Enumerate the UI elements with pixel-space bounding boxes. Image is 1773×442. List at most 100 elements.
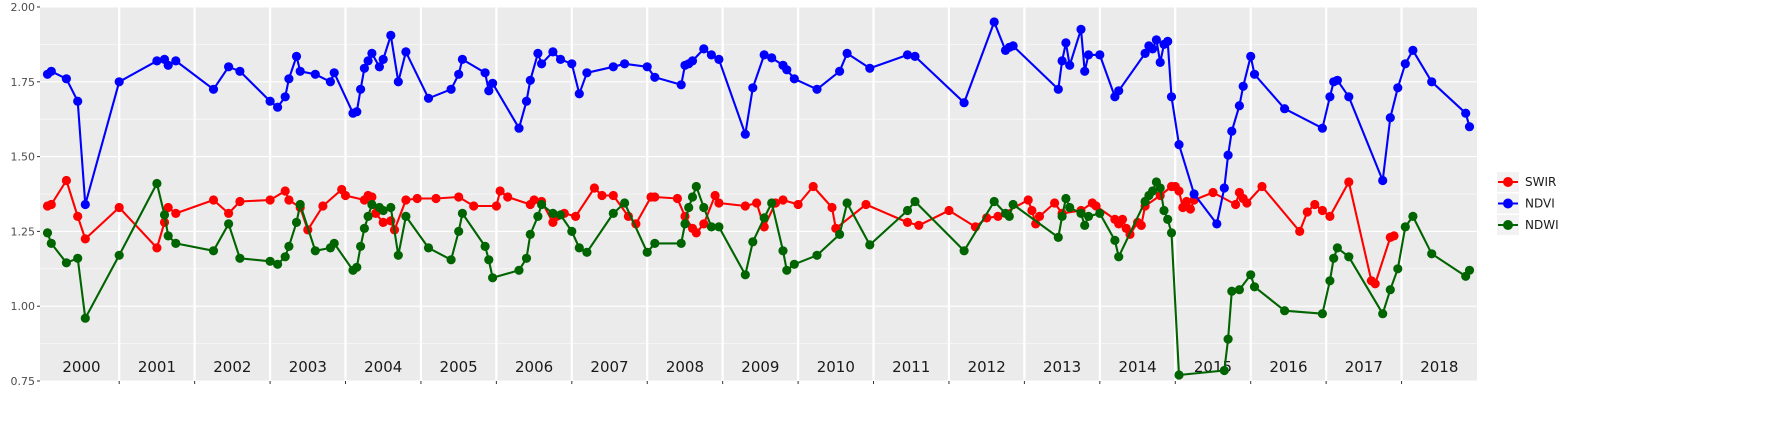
data-point xyxy=(687,192,698,202)
data-point xyxy=(767,53,777,63)
data-point xyxy=(454,69,464,79)
data-point xyxy=(521,96,532,106)
data-point xyxy=(1385,285,1395,295)
data-point xyxy=(61,74,71,84)
data-point xyxy=(525,75,535,85)
data-point xyxy=(1008,199,1018,210)
x-year-label: 2013 xyxy=(1043,358,1081,376)
data-point xyxy=(393,77,403,87)
x-year-label: 2006 xyxy=(515,358,553,376)
data-point xyxy=(291,51,302,62)
data-point xyxy=(284,74,294,84)
data-point xyxy=(759,50,769,60)
data-point xyxy=(273,102,283,112)
data-point xyxy=(378,217,388,227)
data-point xyxy=(1027,205,1037,216)
data-point xyxy=(691,181,701,192)
data-point xyxy=(1095,50,1105,60)
data-point xyxy=(1159,205,1169,216)
data-point xyxy=(1076,208,1086,218)
data-point xyxy=(325,77,335,87)
data-point xyxy=(676,238,686,248)
axes: 0.75 1.00 1.25 1.50 1.75 2.00 2000 2001 2002 2003… xyxy=(11,1,1459,388)
data-point xyxy=(842,48,852,59)
data-point xyxy=(525,229,535,239)
data-point xyxy=(1464,265,1475,275)
x-year-label: 2008 xyxy=(666,358,704,376)
data-point xyxy=(423,243,434,253)
data-point xyxy=(789,259,799,269)
data-point xyxy=(691,228,701,238)
x-year-label: 2018 xyxy=(1420,358,1458,376)
legend-key-point xyxy=(1503,177,1513,187)
data-point xyxy=(1295,226,1305,236)
data-point xyxy=(1344,92,1354,102)
data-point xyxy=(80,199,90,210)
data-point xyxy=(1400,59,1410,69)
data-point xyxy=(457,208,467,218)
data-point xyxy=(1332,243,1342,253)
data-point xyxy=(363,211,373,221)
data-point xyxy=(789,74,799,84)
data-point xyxy=(1317,309,1327,319)
data-point xyxy=(567,226,577,236)
data-point xyxy=(1461,108,1471,118)
data-point xyxy=(1234,101,1244,111)
data-point xyxy=(318,201,328,211)
data-point xyxy=(1246,270,1256,280)
data-point xyxy=(1008,41,1018,51)
data-point xyxy=(1053,84,1063,94)
data-point xyxy=(386,30,396,40)
data-point xyxy=(488,273,498,283)
data-point xyxy=(1140,48,1150,59)
data-point xyxy=(1114,86,1124,96)
data-point xyxy=(224,208,234,218)
data-point xyxy=(782,265,792,275)
legend-item-ndvi: NDVI xyxy=(1497,193,1555,214)
data-point xyxy=(73,96,83,106)
data-point xyxy=(1385,113,1395,123)
data-point xyxy=(812,84,822,94)
data-point xyxy=(46,199,56,210)
data-point xyxy=(1083,50,1094,60)
data-point xyxy=(61,175,71,186)
data-point xyxy=(1227,126,1237,136)
data-point xyxy=(1427,249,1437,259)
data-point xyxy=(778,195,788,205)
data-point xyxy=(548,208,558,218)
data-point xyxy=(280,92,290,102)
data-point xyxy=(1185,204,1195,214)
data-point xyxy=(672,193,683,204)
data-point xyxy=(1061,193,1071,204)
data-point xyxy=(352,262,362,272)
y-tick-label: 2.00 xyxy=(11,1,36,14)
data-point xyxy=(356,241,366,251)
data-point xyxy=(295,66,305,76)
data-point xyxy=(914,220,924,230)
data-point xyxy=(163,202,173,213)
data-point xyxy=(1155,57,1165,67)
data-point xyxy=(793,199,803,210)
y-tick-label: 1.50 xyxy=(11,151,36,164)
data-point xyxy=(329,68,339,78)
data-point xyxy=(454,192,464,202)
data-point xyxy=(367,199,377,210)
data-point xyxy=(740,270,750,280)
data-point xyxy=(555,54,566,64)
data-point xyxy=(676,80,686,90)
data-point xyxy=(1393,83,1403,93)
x-year-label: 2011 xyxy=(892,358,930,376)
data-point xyxy=(208,84,219,94)
data-point xyxy=(865,240,875,250)
y-tick-label: 1.25 xyxy=(11,225,36,238)
data-point xyxy=(1325,211,1335,221)
data-point xyxy=(61,258,71,268)
data-point xyxy=(555,210,566,220)
data-point xyxy=(1246,51,1256,62)
x-year-label: 2010 xyxy=(817,358,855,376)
data-point xyxy=(699,219,709,229)
data-point xyxy=(401,195,411,205)
data-point xyxy=(1166,228,1177,238)
data-point xyxy=(1389,231,1399,241)
data-point xyxy=(650,72,660,82)
